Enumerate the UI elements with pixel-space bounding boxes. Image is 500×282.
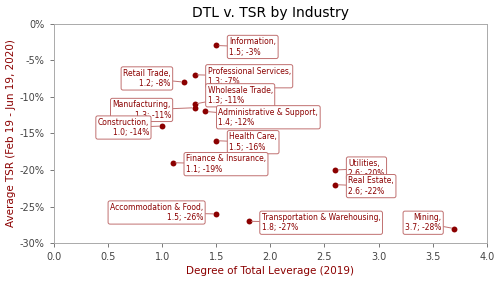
Text: Manufacturing,
1.3; -11%: Manufacturing, 1.3; -11% <box>112 100 192 120</box>
Text: Finance & Insurance,
1.1; -19%: Finance & Insurance, 1.1; -19% <box>176 155 266 174</box>
Text: Health Care,
1.5; -16%: Health Care, 1.5; -16% <box>219 133 277 152</box>
Text: Transportation & Warehousing,
1.8; -27%: Transportation & Warehousing, 1.8; -27% <box>252 213 380 232</box>
Text: Real Estate,
2.6; -22%: Real Estate, 2.6; -22% <box>338 177 394 196</box>
Point <box>202 109 209 114</box>
Text: Utilities,
2.6; -20%: Utilities, 2.6; -20% <box>338 159 384 178</box>
Point <box>190 72 198 77</box>
Text: Administrative & Support,
1.4; -12%: Administrative & Support, 1.4; -12% <box>208 107 318 127</box>
Point <box>332 182 340 187</box>
Point <box>169 160 177 165</box>
Point <box>212 138 220 143</box>
Point <box>212 43 220 48</box>
Title: DTL v. TSR by Industry: DTL v. TSR by Industry <box>192 6 349 19</box>
Text: Professional Services,
1.3; -7%: Professional Services, 1.3; -7% <box>198 67 291 86</box>
Point <box>158 124 166 128</box>
Point <box>332 168 340 172</box>
Point <box>190 102 198 106</box>
Point <box>180 80 188 84</box>
Text: Information,
1.5; -3%: Information, 1.5; -3% <box>219 37 276 57</box>
X-axis label: Degree of Total Leverage (2019): Degree of Total Leverage (2019) <box>186 266 354 276</box>
Text: Wholesale Trade,
1.3; -11%: Wholesale Trade, 1.3; -11% <box>198 85 273 105</box>
Text: Accommodation & Food,
1.5; -26%: Accommodation & Food, 1.5; -26% <box>110 203 214 222</box>
Text: Mining,
3.7; -28%: Mining, 3.7; -28% <box>405 213 452 232</box>
Text: Construction,
1.0; -14%: Construction, 1.0; -14% <box>98 118 160 137</box>
Text: Retail Trade,
1.2; -8%: Retail Trade, 1.2; -8% <box>123 69 181 88</box>
Point <box>244 219 252 224</box>
Point <box>212 212 220 216</box>
Point <box>450 226 458 231</box>
Y-axis label: Average TSR (Feb 19 - Jun 19, 2020): Average TSR (Feb 19 - Jun 19, 2020) <box>6 39 16 227</box>
Point <box>190 105 198 110</box>
